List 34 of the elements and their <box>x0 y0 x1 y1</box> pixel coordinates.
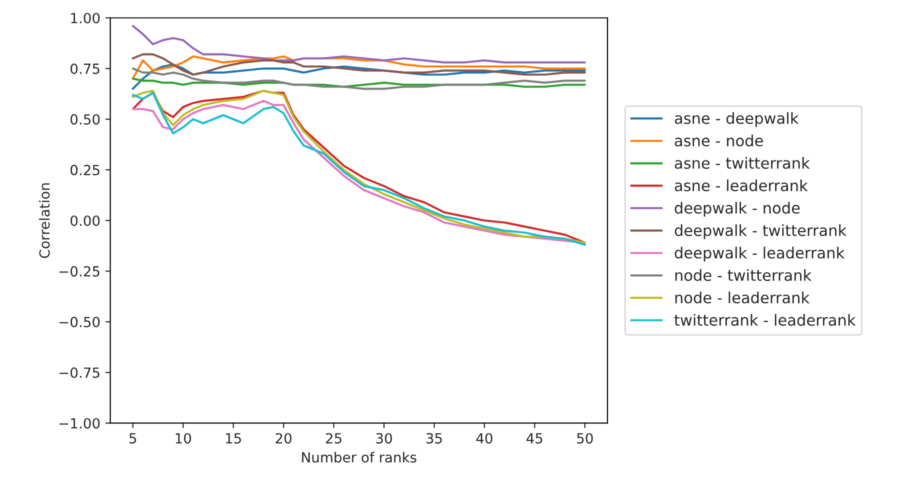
legend-label: asne - leaderrank <box>674 179 808 192</box>
x-tick-label: 30 <box>376 433 392 444</box>
y-tick-label: −1.00 <box>59 418 100 429</box>
legend-label: asne - deepwalk <box>674 112 799 127</box>
x-tick-label: 15 <box>226 433 241 444</box>
y-tick-label: 0.75 <box>70 63 100 74</box>
legend-label: deepwalk - leaderrank <box>674 246 845 262</box>
x-tick-label: 40 <box>476 433 492 444</box>
legend-label: deepwalk - twitterrank <box>674 224 847 240</box>
y-tick-label: −0.75 <box>59 367 100 378</box>
y-tick-label: 0.00 <box>70 215 100 226</box>
legend-label: node - leaderrank <box>675 292 810 304</box>
y-tick-label: 1.00 <box>71 12 100 24</box>
x-tick-label: 35 <box>426 433 442 444</box>
line-series <box>132 24 586 64</box>
x-tick-label: 45 <box>526 433 542 444</box>
x-tick-label: 25 <box>326 433 342 444</box>
y-axis-title: Correlation <box>39 183 50 258</box>
legend-label: asne - node <box>674 134 763 146</box>
x-tick-label: 10 <box>176 433 192 444</box>
y-tick-label: −0.50 <box>59 316 100 328</box>
x-tick-label: 20 <box>276 433 292 444</box>
legend-label: deepwalk - node <box>674 202 800 217</box>
y-tick-label: 0.25 <box>70 164 100 176</box>
y-tick-label: −0.25 <box>59 266 100 277</box>
x-tick-label: 5 <box>130 433 136 444</box>
legend-label: twitterrank - leaderrank <box>674 314 856 326</box>
legend-label: asne - twitterrank <box>674 157 810 169</box>
x-axis-title: Number of ranks <box>302 452 416 463</box>
legend-label: node - twitterrank <box>675 269 812 281</box>
line-series <box>132 53 586 76</box>
y-tick-label: 0.50 <box>70 114 100 125</box>
line-series <box>132 55 586 80</box>
x-tick-label: 50 <box>577 433 593 444</box>
